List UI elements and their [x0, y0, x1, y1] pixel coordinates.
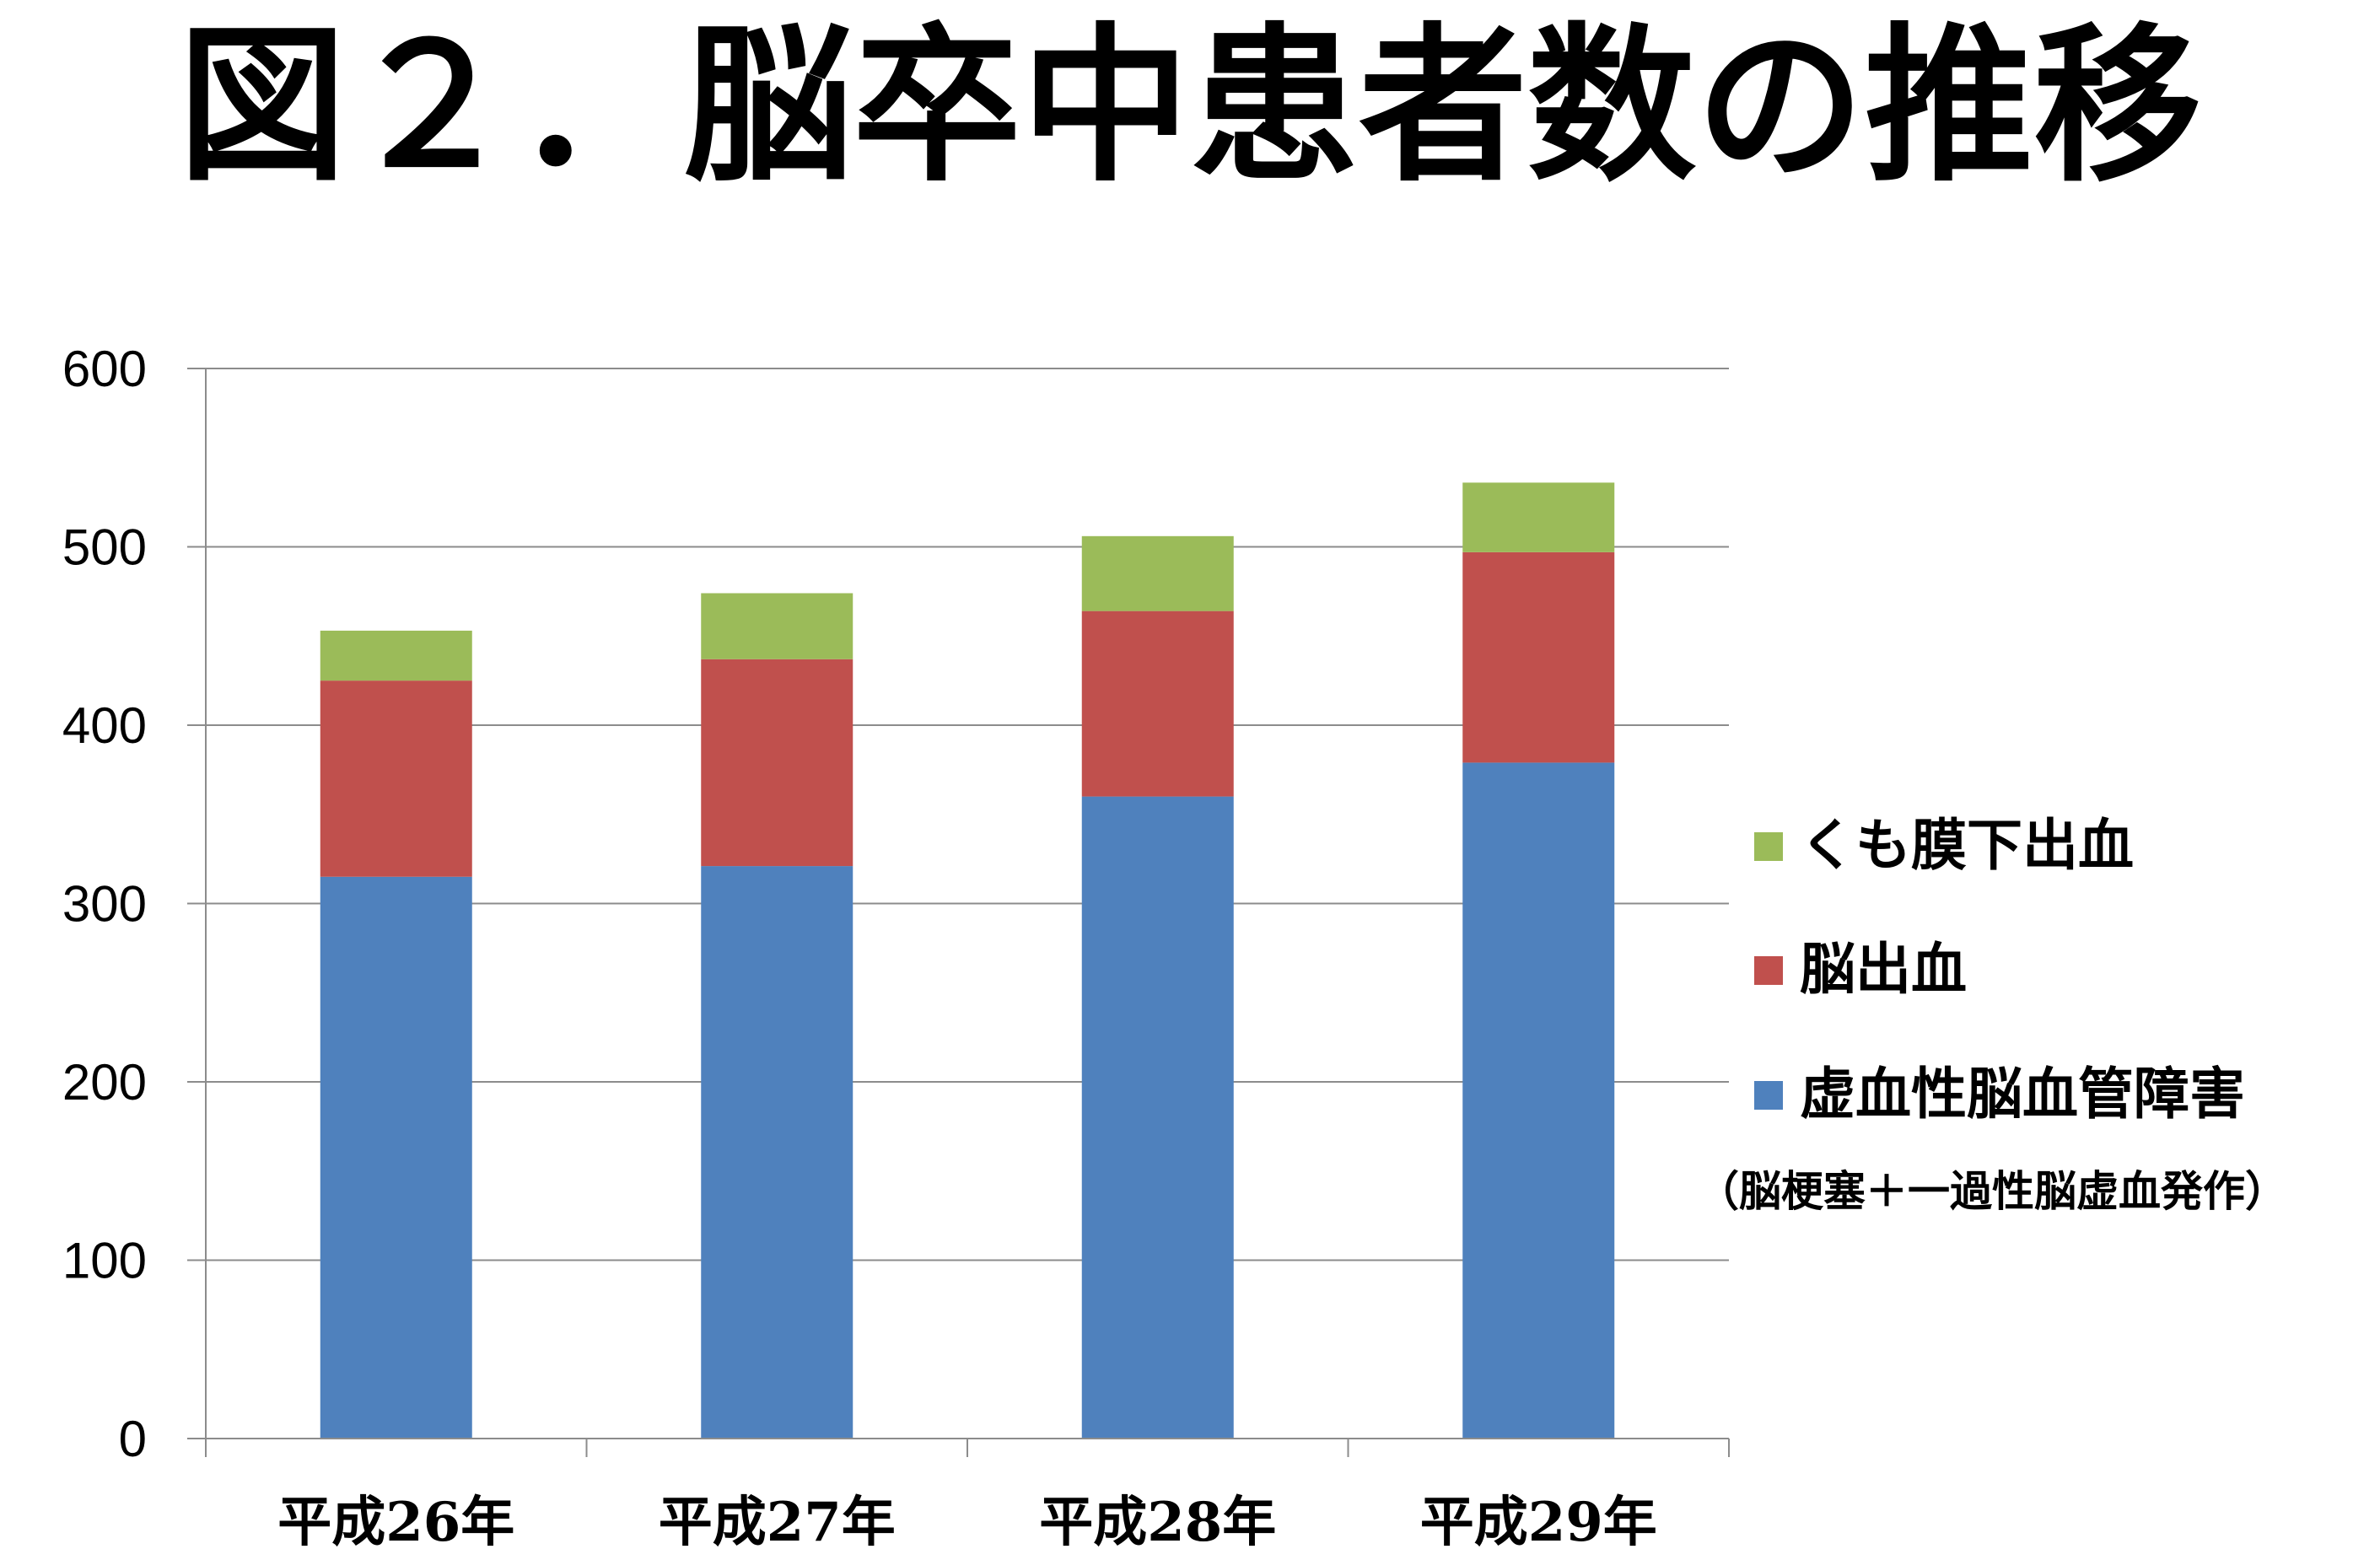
- bar-segment: [320, 876, 472, 1439]
- bar-segment: [1462, 762, 1615, 1439]
- bar-segment: [1081, 535, 1234, 611]
- bars-layer: [320, 482, 1615, 1439]
- bar-segment: [701, 659, 853, 867]
- legend-label: 脳出血: [1800, 936, 1967, 1002]
- legend-note: （脳梗塞＋一過性脳虚血発作）: [1697, 1166, 2287, 1216]
- bar-segment: [701, 866, 853, 1439]
- x-tick-label: 平成26年: [277, 1491, 514, 1549]
- bar-segment: [1081, 610, 1234, 797]
- legend-swatch: [1754, 1081, 1783, 1110]
- legend-swatch: [1754, 832, 1783, 861]
- y-tick-label: 400: [62, 697, 147, 754]
- y-tick-label: 0: [119, 1411, 147, 1467]
- x-tick-label: 平成27年: [659, 1491, 896, 1549]
- legend-swatch: [1754, 956, 1783, 985]
- chart-title: 図２．脳卒中患者数の推移: [178, 7, 2202, 205]
- y-tick-label: 200: [62, 1054, 147, 1111]
- y-tick-label: 600: [62, 341, 147, 397]
- y-tick-label: 300: [62, 876, 147, 933]
- bar-segment: [1081, 796, 1234, 1439]
- bar-segment: [320, 680, 472, 877]
- bar-segment: [701, 593, 853, 659]
- axis-layer: 0 100 200 300 400 500 600 平成26年 平成27年 平成28年 平成29年: [62, 341, 1730, 1549]
- bar-segment: [320, 630, 472, 681]
- y-tick-label: 100: [62, 1233, 147, 1289]
- y-tick-label: 500: [62, 519, 147, 576]
- bar-segment: [1462, 482, 1615, 552]
- legend-label: 虚血性脳血管障害: [1800, 1061, 2245, 1127]
- bar-segment: [1462, 551, 1615, 763]
- x-tick-label: 平成28年: [1039, 1491, 1276, 1549]
- x-tick-label: 平成29年: [1420, 1491, 1657, 1549]
- legend-label: くも膜下出血: [1800, 812, 2134, 878]
